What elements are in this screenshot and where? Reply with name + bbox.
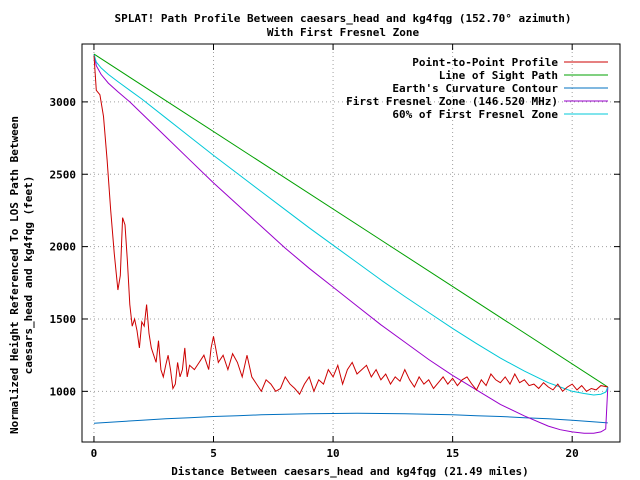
- tick-layer: 0 5 10 15 20 1000 1500 2000 2500 3000: [50, 44, 620, 460]
- grid-layer: [82, 44, 620, 442]
- y-axis-label-group: Normalized Height Referenced To LOS Path…: [8, 116, 35, 434]
- y-tick-label: 1500: [50, 313, 77, 326]
- y-tick-label: 3000: [50, 96, 77, 109]
- x-tick-label: 15: [446, 447, 459, 460]
- series-line-line-of-sight-path: [93, 53, 609, 388]
- x-tick-label: 0: [91, 447, 98, 460]
- chart-title: SPLAT! Path Profile Between caesars_head…: [115, 12, 572, 25]
- x-tick-label: 5: [210, 447, 217, 460]
- legend-label-first-fresnel-zone-146-520-mhz: First Fresnel Zone (146.520 MHz): [346, 95, 558, 108]
- y-tick-label: 2500: [50, 168, 77, 181]
- plot-frame: [81, 43, 621, 443]
- legend-label-point-to-point-profile: Point-to-Point Profile: [412, 56, 558, 69]
- legend-label-60-of-first-fresnel-zone: 60% of First Fresnel Zone: [392, 108, 558, 121]
- x-tick-label: 10: [326, 447, 339, 460]
- y-axis-label-line1: Normalized Height Referenced To LOS Path…: [8, 116, 21, 434]
- x-tick-label: 20: [566, 447, 579, 460]
- series-line-first-fresnel-zone-146-520-mhz: [93, 54, 609, 434]
- series-line-60-of-first-fresnel-zone: [93, 53, 609, 396]
- x-axis-label: Distance Between caesars_head and kg4fqg…: [171, 465, 529, 478]
- chart-subtitle: With First Fresnel Zone: [267, 26, 420, 39]
- y-axis-label-line2: caesars_head and kg4fqg (feet): [22, 176, 35, 375]
- series-line-earth-s-curvature-contour: [93, 412, 608, 424]
- y-tick-label: 1000: [50, 385, 77, 398]
- series-layer: [93, 53, 609, 434]
- legend-label-line-of-sight-path: Line of Sight Path: [439, 69, 558, 82]
- legend-label-earth-s-curvature-contour: Earth's Curvature Contour: [392, 82, 558, 95]
- y-tick-label: 2000: [50, 241, 77, 254]
- series-line-point-to-point-profile: [93, 55, 608, 396]
